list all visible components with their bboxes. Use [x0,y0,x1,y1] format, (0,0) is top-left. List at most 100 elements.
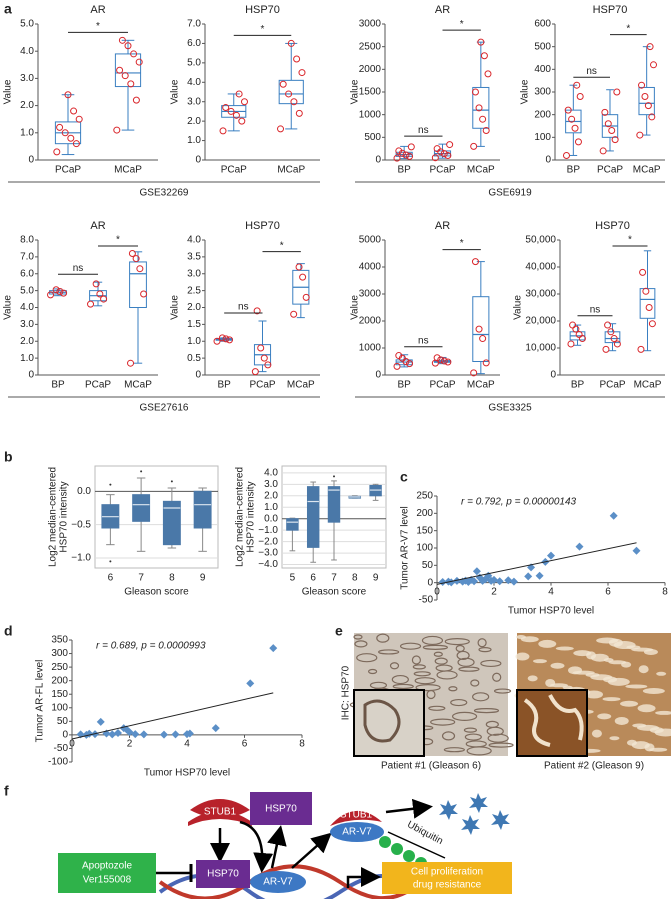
tissue-blob [538,639,557,648]
x-axis-label: Tumor HSP70 level [508,606,594,617]
tissue-blob [434,657,448,665]
data-point [431,154,439,162]
data-point [298,69,306,77]
tissue-blob [609,736,620,741]
x-tick-label: 8 [299,739,305,750]
tissue-blob [631,741,650,750]
data-point [295,263,303,271]
x-tick-label: MCaP [287,380,315,391]
x-tick-label: 8 [662,586,668,597]
y-tick-label: 2.0 [187,302,201,313]
tissue-blob [614,716,629,725]
data-point [253,307,261,315]
data-point [599,147,607,155]
data-point [482,127,490,135]
tissue-blob [443,747,465,753]
tissue-blob [436,670,458,680]
data-point [395,352,403,360]
data-point [299,273,307,281]
data-point [160,730,168,739]
data-point [444,151,452,159]
image-caption: Patient #1 (Gleason 6) [381,761,481,772]
x-tick-label: PCaP [599,380,625,391]
x-tick-label: 7 [138,573,144,584]
data-point [246,679,255,688]
data-point [575,542,584,551]
y-tick-label: 50 [422,560,434,571]
data-point [47,291,55,299]
data-point [475,325,483,333]
data-point [604,120,612,128]
x-tick-label: 2 [127,739,133,750]
data-point [569,321,577,329]
data-point [53,148,61,156]
y-tick-label: 4.0 [264,468,278,479]
y-tick-label: -100 [48,757,68,768]
tissue-blob [450,698,468,707]
y-tick-label: 0 [550,370,556,381]
y-tick-label: −2.0 [258,536,278,547]
tissue-blob [428,705,446,711]
data-point [135,58,143,66]
image-caption: Patient #2 (Gleason 9) [544,761,644,772]
tissue-blob [411,655,421,665]
y-tick-label: 3000 [359,289,382,300]
arrow [346,867,381,888]
data-point [132,96,140,104]
significance-label: ns [586,66,597,77]
x-tick-label: 7 [331,573,337,584]
y-tick-label: 4.0 [187,77,201,88]
x-axis-label: Gleason score [124,587,189,598]
inset-detail [523,694,584,747]
data-point [636,131,644,139]
y-tick-label: 0 [427,577,433,588]
tissue-blob [585,690,603,699]
y-tick-label: 3.0 [264,479,278,490]
tissue-blob [399,642,422,650]
y-tick-label: 100 [416,543,433,554]
trend-line [71,692,274,740]
data-point [279,80,287,88]
y-axis-label: Log2 median-centered [48,467,59,567]
tissue-blob [603,658,614,662]
y-tick-label: 150 [416,525,433,536]
node-label: STUB1 [340,810,373,821]
tissue-blob [472,692,490,702]
y-tick-label: 0 [62,730,68,741]
data-point [114,728,122,737]
x-tick-label: PCaP [55,165,81,176]
y-tick-label: −0.5 [71,519,91,530]
data-point [564,106,572,114]
data-point [402,151,410,159]
significance-label: * [96,21,100,32]
data-point [470,142,478,150]
x-tick-label: MCaP [277,165,305,176]
data-point [535,571,544,580]
data-point [295,109,303,117]
panel-label: e [335,623,343,639]
tissue-blob [378,649,400,655]
data-point [407,143,415,151]
x-tick-label: BP [397,380,411,391]
stub1-shape [190,799,250,818]
y-tick-label: −4.0 [258,559,278,570]
y-tick-label: 30,000 [525,289,556,300]
y-tick-label: 1.0 [20,127,34,138]
y-tick-label: 5.0 [187,57,201,68]
box [193,490,212,529]
tissue-blob [638,665,649,674]
tissue-blob [463,727,478,733]
y-tick-label: 2.0 [20,100,34,111]
y-tick-label: 20,000 [525,316,556,327]
plot-frame [281,465,387,569]
box [472,86,490,129]
data-point [433,145,441,153]
tissue-blob [433,651,443,657]
box [472,296,490,363]
data-point [477,38,485,46]
y-tick-label: 200 [51,675,68,686]
x-tick-label: 6 [310,573,316,584]
data-point [264,361,272,369]
data-point [277,125,285,133]
